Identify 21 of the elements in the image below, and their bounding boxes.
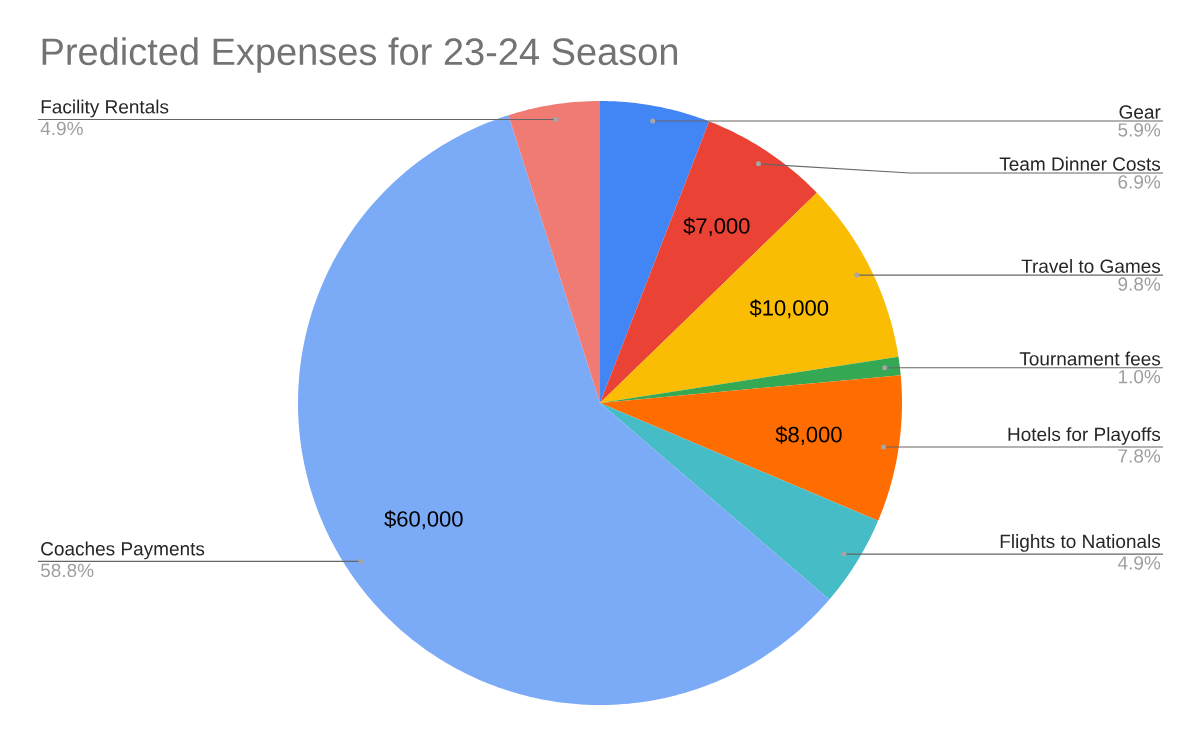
data-label: $8,000: [775, 425, 842, 445]
slice-label: Travel to Games: [1021, 258, 1161, 273]
chart-title: Predicted Expenses for 23-24 Season: [42, 37, 678, 73]
data-label: $60,000: [384, 510, 463, 530]
data-label: $7,000: [683, 217, 750, 237]
text: 1.0%: [1118, 369, 1161, 384]
slice-label: Flights to Nationals: [1000, 534, 1161, 552]
text: 4.9%: [1117, 556, 1161, 570]
text: 9.8%: [1118, 277, 1161, 291]
slice-label: Tournament fees: [1019, 351, 1161, 366]
slice-label: Gear: [1119, 105, 1161, 119]
data-label: $10,000: [749, 299, 829, 319]
slice-label: Team Dinner Costs: [999, 156, 1161, 171]
text: 7.8%: [1118, 449, 1161, 463]
text: 58.8%: [40, 563, 94, 578]
text: 6.9%: [1118, 175, 1161, 189]
text: 5.9%: [1118, 123, 1161, 137]
slice-label: Coaches Payments: [41, 541, 205, 560]
slice-label: Facility Rentals: [41, 99, 169, 118]
slice-label: Hotels for Playoffs: [1008, 427, 1161, 445]
text: 4.9%: [40, 121, 83, 136]
